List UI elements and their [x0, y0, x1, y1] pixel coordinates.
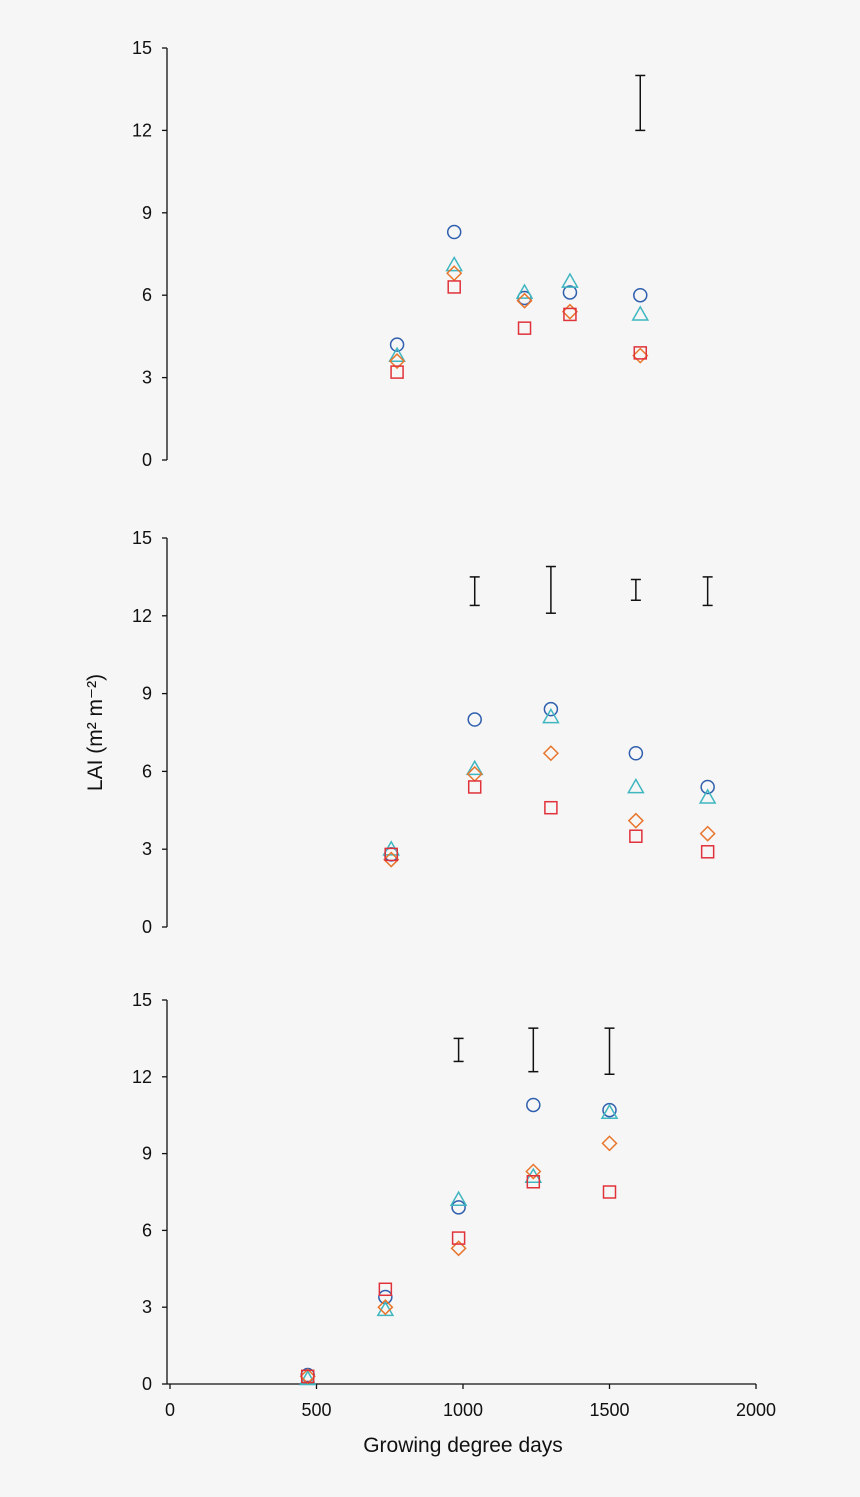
y-tick-label: 15 [132, 528, 152, 548]
diamond-point [561, 303, 579, 320]
circle-point [526, 1097, 541, 1113]
y-axis-title: LAI (m² m⁻²) [84, 674, 107, 791]
y-tick-label: 3 [142, 368, 152, 388]
diamond-point [601, 1135, 618, 1152]
square-point [447, 280, 461, 294]
panel-3: 0 3 6 9 12 15 0 500 1000 1500 2000 Growing degree d… [132, 990, 776, 1457]
triangle-point [445, 255, 464, 272]
y-tick-label: 12 [132, 606, 152, 626]
diamond-point [299, 1368, 316, 1385]
x-tick-label: 500 [301, 1400, 331, 1420]
y-tick-label: 9 [142, 1144, 152, 1164]
error-bar [453, 1037, 464, 1063]
x-tick-label: 0 [165, 1400, 175, 1420]
y-tick-label: 6 [142, 1220, 152, 1240]
square-point [390, 365, 404, 379]
triangle-point [631, 305, 650, 321]
square-point [300, 1369, 315, 1384]
error-bar [702, 576, 713, 607]
circle-point [451, 1200, 466, 1215]
circle-point [633, 287, 648, 303]
y-tick-label: 6 [142, 761, 152, 781]
y-tick-label: 3 [142, 839, 152, 859]
triangle-point [465, 759, 484, 776]
triangle-point [542, 707, 560, 724]
square-point [563, 307, 577, 322]
diamond-point [699, 825, 716, 842]
square-point [378, 1282, 393, 1297]
circle-point [700, 779, 715, 795]
square-point [517, 321, 532, 335]
y-tick-label: 15 [132, 38, 152, 58]
square-point [451, 1231, 466, 1245]
y-tick-label: 0 [142, 450, 152, 470]
panel-1: 0 3 6 9 12 15 [132, 38, 650, 470]
error-bar [469, 576, 480, 607]
error-bar [635, 74, 646, 132]
square-point [700, 845, 715, 859]
circle-point [446, 224, 462, 240]
y-tick-label: 15 [132, 990, 152, 1010]
error-bar [528, 1027, 539, 1073]
x-axis-title: Growing degree days [363, 1434, 563, 1457]
y-tick-label: 6 [142, 285, 152, 305]
square-point [384, 847, 398, 862]
diamond-point [446, 265, 463, 282]
triangle-point [388, 346, 406, 363]
x-tick-label: 1500 [589, 1400, 629, 1420]
square-point [544, 800, 558, 815]
x-tick-label: 1000 [443, 1400, 483, 1420]
error-bar [545, 565, 556, 614]
y-tick-label: 0 [142, 917, 152, 937]
x-tick-label: 2000 [736, 1400, 776, 1420]
diamond-point [377, 1299, 394, 1316]
triangle-point [376, 1300, 395, 1317]
diamond-point [525, 1163, 542, 1180]
triangle-point [600, 1103, 619, 1120]
triangle-point [515, 283, 534, 299]
y-tick-label: 12 [132, 120, 152, 140]
circle-point [628, 745, 644, 761]
circle-point [602, 1102, 617, 1118]
circle-point [562, 285, 578, 300]
diamond-point [632, 347, 649, 364]
square-point [633, 346, 648, 360]
triangle-point [298, 1369, 317, 1386]
y-tick-label: 9 [142, 203, 152, 223]
error-bar [604, 1027, 615, 1075]
circle-point [389, 337, 405, 352]
triangle-point [627, 777, 645, 794]
diamond-point [389, 353, 406, 370]
triangle-point [561, 272, 579, 288]
triangle-point [449, 1190, 468, 1207]
circle-point [467, 712, 482, 727]
diamond-point [383, 851, 400, 868]
square-point [467, 780, 482, 794]
diamond-point [542, 745, 559, 762]
diamond-point [450, 1240, 467, 1257]
square-point [629, 829, 643, 843]
y-tick-label: 9 [142, 684, 152, 704]
circle-point [543, 701, 559, 717]
square-point [602, 1185, 617, 1199]
y-tick-label: 12 [132, 1067, 152, 1087]
error-bar [630, 578, 641, 601]
triangle-point [698, 788, 717, 804]
diamond-point [516, 292, 533, 309]
panel-2: 0 3 6 9 12 15 LAI (m² m⁻²) [84, 528, 717, 937]
square-point [526, 1175, 541, 1189]
diamond-point [627, 812, 644, 829]
y-tick-label: 3 [142, 1297, 152, 1317]
y-tick-label: 0 [142, 1374, 152, 1394]
